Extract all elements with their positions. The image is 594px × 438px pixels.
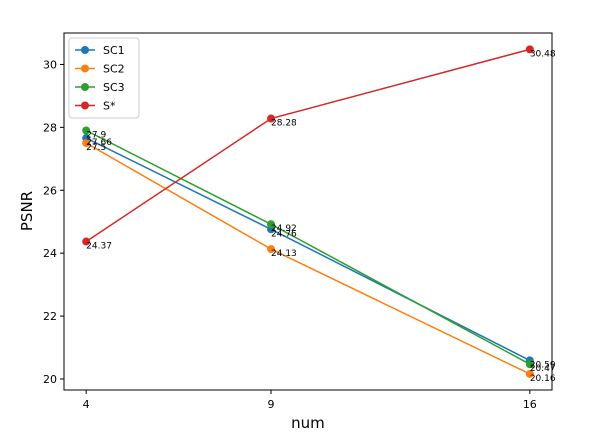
data-label: 27.5	[86, 143, 106, 153]
y-tick-label: 30	[43, 58, 57, 71]
data-point	[525, 360, 534, 369]
legend-swatch-marker	[81, 101, 89, 110]
data-label: 24.37	[86, 242, 112, 252]
data-label: 24.13	[271, 249, 297, 259]
x-tick-label: 16	[523, 398, 537, 411]
y-tick-label: 22	[43, 310, 57, 323]
data-point	[82, 237, 91, 246]
x-axis-ticks: 4 9 16	[83, 390, 537, 411]
x-axis-label: num	[291, 414, 325, 432]
legend-swatch-marker	[81, 46, 89, 54]
data-point	[82, 126, 91, 135]
data-point	[525, 45, 534, 54]
legend-box	[68, 37, 140, 119]
data-point	[267, 245, 276, 254]
data-label: 27.66	[86, 138, 112, 148]
data-labels-layer: 27.66 24.76 20.59 27.5 24.13 20.16 27.9 24.92 20…	[86, 49, 556, 384]
legend-swatch-marker	[81, 64, 89, 73]
y-tick-label: 24	[43, 247, 57, 260]
data-label: 24.92	[271, 224, 297, 234]
series-line-0	[85, 137, 531, 362]
legend-label: SC1	[103, 44, 125, 57]
data-label: 20.16	[530, 374, 556, 384]
data-point	[267, 114, 276, 123]
y-tick-label: 28	[43, 121, 57, 134]
legend-swatch-marker	[81, 83, 89, 91]
x-tick-label: 9	[268, 398, 275, 411]
y-tick-label: 26	[43, 184, 57, 197]
legend: SC1 SC2 SC3 S*	[68, 37, 140, 119]
data-point	[267, 220, 276, 229]
data-point	[525, 369, 534, 378]
data-label: 27.9	[86, 131, 106, 141]
data-label: 24.76	[271, 229, 297, 239]
legend-label: SC2	[103, 63, 125, 76]
legend-label: SC3	[103, 81, 125, 94]
plot-frame	[63, 32, 553, 391]
legend-label: S*	[103, 100, 116, 113]
data-label: 20.47	[530, 364, 556, 374]
data-point	[82, 139, 91, 148]
y-tick-label: 20	[43, 373, 57, 386]
series-layer	[82, 45, 534, 378]
data-label: 30.48	[530, 49, 556, 59]
y-axis-label: PSNR	[18, 191, 36, 231]
series-line-3	[85, 48, 531, 243]
y-axis-ticks: 20 22 24 26 28 30	[43, 58, 64, 386]
data-label: 20.59	[530, 360, 556, 370]
x-tick-label: 4	[83, 398, 90, 411]
series-line-1	[85, 142, 531, 375]
data-label: 28.28	[271, 119, 297, 129]
